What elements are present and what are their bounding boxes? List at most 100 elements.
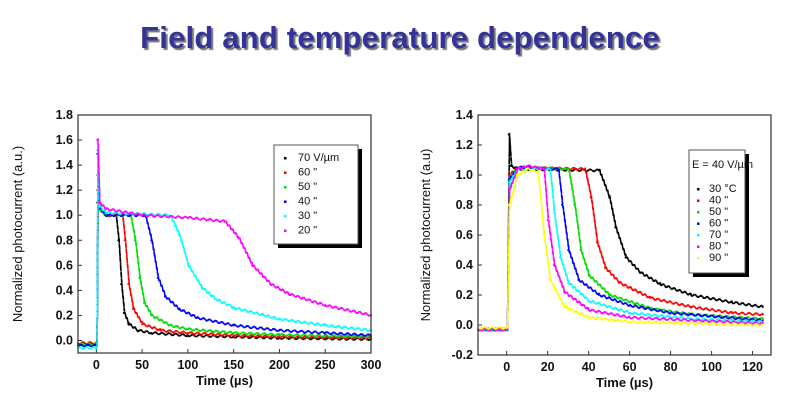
data-point (526, 165, 529, 167)
legend-label: 20 " (298, 225, 317, 237)
data-point (287, 293, 290, 296)
data-point (526, 168, 529, 170)
y-tick-label: 0.6 (56, 258, 73, 272)
data-point (597, 169, 600, 172)
data-point (168, 324, 171, 327)
data-point (507, 133, 510, 136)
x-tick-label: 0 (503, 360, 510, 374)
legend: 70 V/µm 60 " 50 " 40 " 30 " 20 " (273, 144, 362, 248)
data-point (232, 306, 235, 309)
data-point (232, 331, 235, 334)
legend-label: 40 " (709, 195, 728, 207)
data-point (278, 333, 281, 336)
legend-marker (697, 188, 700, 191)
data-point (515, 174, 518, 176)
data-point (223, 220, 226, 223)
legend-marker (697, 222, 700, 225)
data-point (608, 196, 611, 199)
data-point (552, 211, 555, 214)
data-point (567, 282, 570, 284)
y-tick-label: 0.2 (56, 308, 73, 322)
data-point (136, 329, 139, 332)
data-point (324, 324, 327, 327)
data-point (587, 274, 590, 277)
data-point (731, 312, 734, 314)
x-tick-label: 100 (701, 360, 722, 374)
data-point (669, 312, 672, 314)
data-point (324, 331, 327, 334)
data-point (542, 168, 545, 170)
data-point (509, 165, 512, 167)
data-point (561, 204, 564, 206)
legend-label: 60 " (709, 218, 728, 230)
legend-label: 90 " (709, 252, 728, 264)
y-axis-label: Normalized photocurrent (a.u.) (10, 146, 25, 322)
x-axis-label: Time (µs) (596, 375, 653, 390)
data-point (278, 329, 281, 332)
slide-title: Field and temperature dependence (140, 20, 660, 55)
data-point (250, 264, 253, 267)
data-point (142, 301, 145, 304)
legend-label: 40 " (298, 196, 317, 208)
data-point (186, 328, 189, 331)
data-point (507, 174, 510, 176)
data-point (98, 205, 101, 208)
x-tick-label: 100 (177, 358, 198, 372)
x-tick-label: 0 (93, 358, 100, 372)
y-tick-label: 1.0 (456, 168, 473, 182)
x-tick-label: 300 (361, 358, 382, 372)
data-point (546, 219, 549, 221)
legend-marker (284, 157, 287, 160)
data-point (548, 279, 551, 281)
data-point (587, 300, 590, 302)
x-tick-label: 200 (269, 358, 290, 372)
data-point (690, 306, 693, 308)
data-point (604, 267, 607, 269)
legend-marker (697, 211, 700, 214)
data-point (507, 178, 510, 181)
data-point (186, 264, 189, 267)
legend-marker (697, 199, 700, 202)
data-point (507, 181, 510, 184)
series-6 (96, 138, 372, 317)
series-line (97, 138, 372, 317)
plot-frame (77, 114, 372, 354)
data-point (133, 239, 136, 242)
data-point (127, 323, 130, 326)
legend-title: E = 40 V/µm (692, 159, 753, 171)
data-point (98, 201, 101, 204)
data-point (579, 249, 582, 251)
data-point (577, 279, 580, 281)
data-point (507, 204, 510, 206)
legend-label: 70 " (709, 229, 728, 241)
data-point (731, 301, 734, 304)
data-point (141, 323, 144, 326)
y-tick-label: 1.2 (456, 138, 473, 152)
y-tick-label: 0.8 (56, 233, 73, 247)
legend-label: 80 " (709, 241, 728, 253)
data-point (123, 239, 126, 242)
data-point (159, 329, 162, 332)
data-point (563, 306, 566, 308)
legend-label: 30 " (298, 210, 317, 222)
y-tick-label: 1.6 (56, 133, 73, 147)
x-tick-label: 50 (135, 358, 149, 372)
data-point (177, 308, 180, 311)
x-axis-label: Time (µs) (196, 373, 253, 388)
x-tick-label: 120 (742, 360, 763, 374)
data-point (548, 168, 551, 170)
data-point (120, 283, 123, 286)
x-tick-label: 20 (541, 360, 555, 374)
data-point (214, 298, 217, 301)
data-point (104, 214, 107, 217)
legend-marker (284, 215, 287, 218)
data-point (638, 271, 641, 274)
legend-marker (284, 171, 287, 174)
chart-1: 0 50 100 150 200 250 300 0.0 0.2 0.4 0.6 0.8 1.0 1.2 1… (10, 108, 381, 388)
data-point (150, 314, 153, 317)
legend: E = 40 V/µm 30 °C40 "50 "60 "70 "80 "90 " (688, 149, 753, 277)
data-point (505, 327, 508, 329)
data-point (608, 294, 611, 296)
data-point (156, 276, 159, 279)
